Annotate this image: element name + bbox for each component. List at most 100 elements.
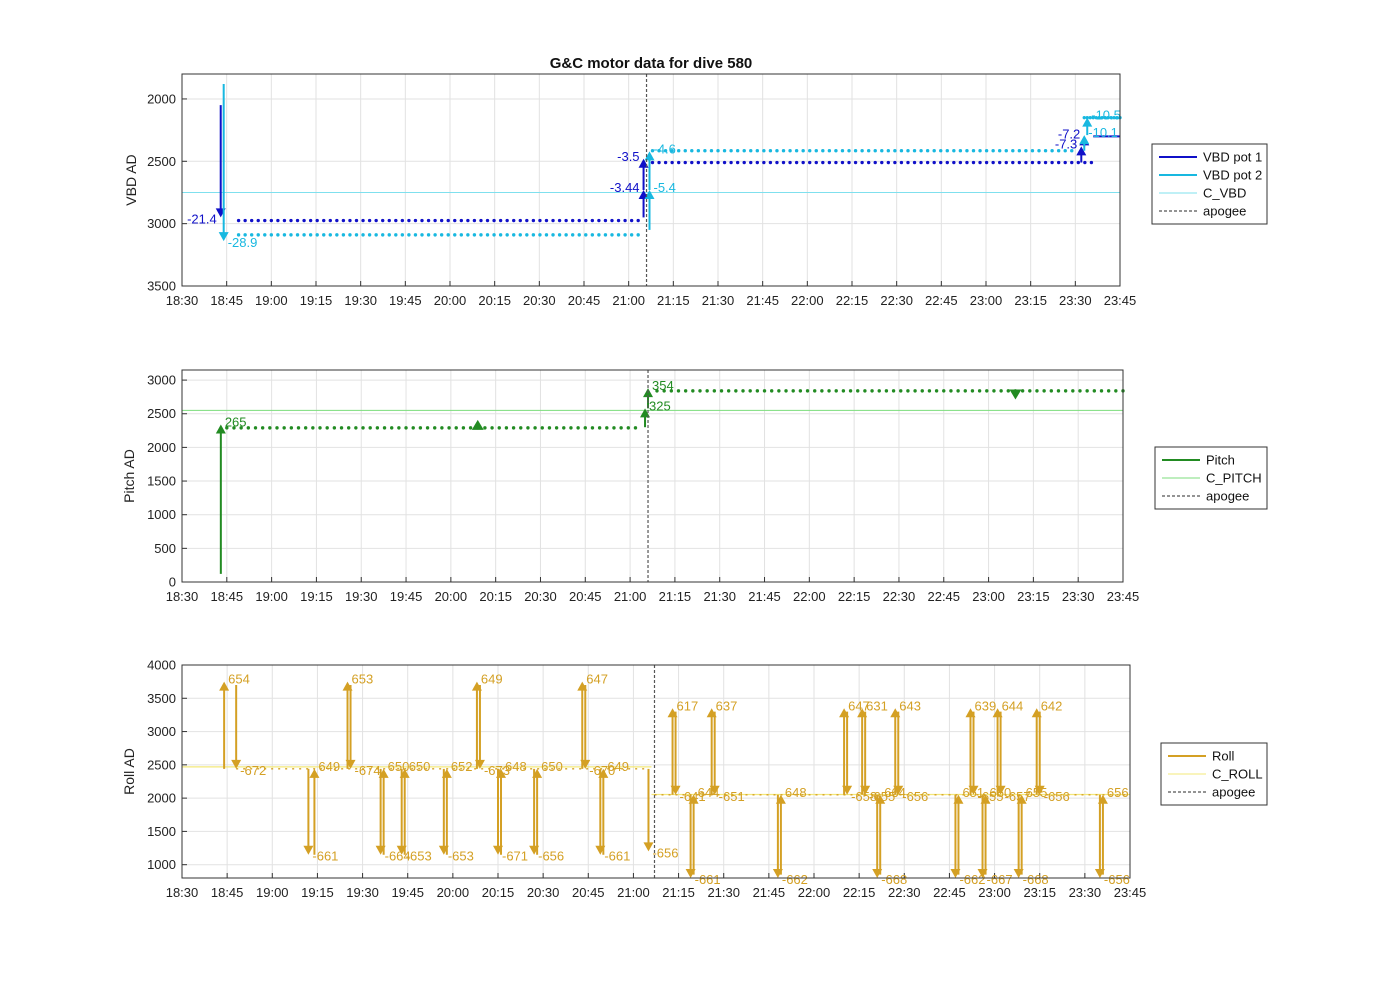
data-point — [1037, 160, 1041, 165]
data-point — [716, 160, 720, 165]
arrow-label: 648 — [785, 785, 807, 800]
data-point — [547, 426, 552, 430]
x-tick-label: 22:30 — [880, 293, 913, 308]
data-point — [629, 233, 634, 237]
x-tick-label: 22:15 — [836, 293, 869, 308]
arrow-label: -651 — [719, 789, 745, 804]
data-point — [236, 233, 241, 237]
arrow-head — [303, 845, 314, 855]
x-tick-label: 21:15 — [659, 589, 692, 604]
data-point — [884, 389, 889, 393]
data-point — [952, 160, 956, 165]
x-tick-label: 21:30 — [707, 885, 740, 900]
data-point — [1004, 160, 1008, 165]
data-point — [1094, 115, 1098, 120]
data-point — [788, 160, 792, 165]
arrow-head — [968, 785, 979, 795]
data-point — [927, 389, 932, 393]
plot-area — [182, 74, 1120, 286]
x-tick-label: 23:15 — [1017, 589, 1050, 604]
x-tick-label: 22:30 — [888, 885, 921, 900]
x-tick-label: 22:30 — [883, 589, 916, 604]
y-tick-label: 2000 — [147, 440, 176, 455]
x-tick-label: 23:00 — [972, 589, 1005, 604]
data-point — [584, 233, 588, 237]
data-point — [332, 426, 337, 430]
y-tick-label: 4000 — [147, 658, 176, 673]
data-point — [775, 148, 779, 153]
arrow-label: 644 — [1002, 698, 1024, 713]
x-tick-label: 19:30 — [346, 885, 379, 900]
data-point — [1043, 160, 1048, 165]
data-point — [525, 218, 529, 223]
arrow-head — [643, 842, 654, 852]
data-point — [612, 426, 616, 430]
arrow-head — [995, 785, 1006, 795]
data-point — [821, 160, 825, 165]
data-point — [965, 160, 969, 165]
data-point — [997, 160, 1002, 165]
data-point — [1097, 115, 1101, 120]
arrow-label: -671 — [502, 849, 528, 864]
data-point — [404, 426, 408, 430]
data-point — [577, 218, 581, 223]
data-point — [583, 426, 587, 430]
data-point — [886, 148, 891, 153]
data-point — [479, 233, 483, 237]
data-point — [1049, 389, 1054, 393]
data-point — [925, 148, 930, 153]
data-point — [1028, 389, 1032, 393]
data-point — [328, 233, 332, 237]
data-point — [985, 389, 989, 393]
data-point — [322, 233, 326, 237]
data-point — [263, 218, 267, 223]
data-point — [920, 389, 924, 393]
data-point — [295, 218, 300, 223]
data-point — [407, 218, 411, 223]
data-point — [1056, 148, 1061, 153]
data-point — [453, 233, 457, 237]
data-point — [949, 389, 953, 393]
data-point — [1092, 389, 1097, 393]
data-point — [446, 233, 450, 237]
data-point — [268, 426, 272, 430]
data-point — [225, 426, 229, 430]
data-point — [657, 160, 661, 165]
arrow-label: -641 — [680, 789, 706, 804]
arrow-head — [378, 768, 389, 778]
data-point — [551, 218, 555, 223]
arrow-head — [309, 768, 320, 778]
x-tick-label: 19:00 — [255, 293, 288, 308]
data-point — [390, 426, 394, 430]
data-point — [610, 233, 614, 237]
x-tick-label: 20:00 — [434, 293, 467, 308]
data-point — [870, 389, 874, 393]
data-point — [315, 218, 319, 223]
data-point — [282, 218, 287, 223]
legend-label: C_VBD — [1203, 186, 1246, 201]
arrow-head — [842, 785, 853, 795]
data-point — [590, 233, 595, 237]
data-point — [454, 426, 458, 430]
data-point — [919, 148, 923, 153]
data-point — [276, 218, 280, 223]
data-point — [827, 160, 832, 165]
data-point — [971, 148, 976, 153]
data-point — [834, 389, 838, 393]
data-point — [696, 160, 701, 165]
y-tick-label: 3000 — [147, 724, 176, 739]
x-tick-label: 21:00 — [614, 589, 647, 604]
plot-area — [182, 665, 1130, 878]
data-point — [485, 218, 490, 223]
x-tick-label: 19:45 — [389, 293, 422, 308]
data-point — [853, 160, 858, 165]
x-tick-label: 20:15 — [482, 885, 515, 900]
data-point — [716, 148, 720, 153]
data-point — [282, 426, 286, 430]
data-point — [519, 426, 523, 430]
x-tick-label: 23:15 — [1014, 293, 1047, 308]
data-point — [1050, 148, 1054, 153]
data-point — [629, 218, 634, 223]
data-point — [243, 218, 247, 223]
data-point — [742, 160, 746, 165]
